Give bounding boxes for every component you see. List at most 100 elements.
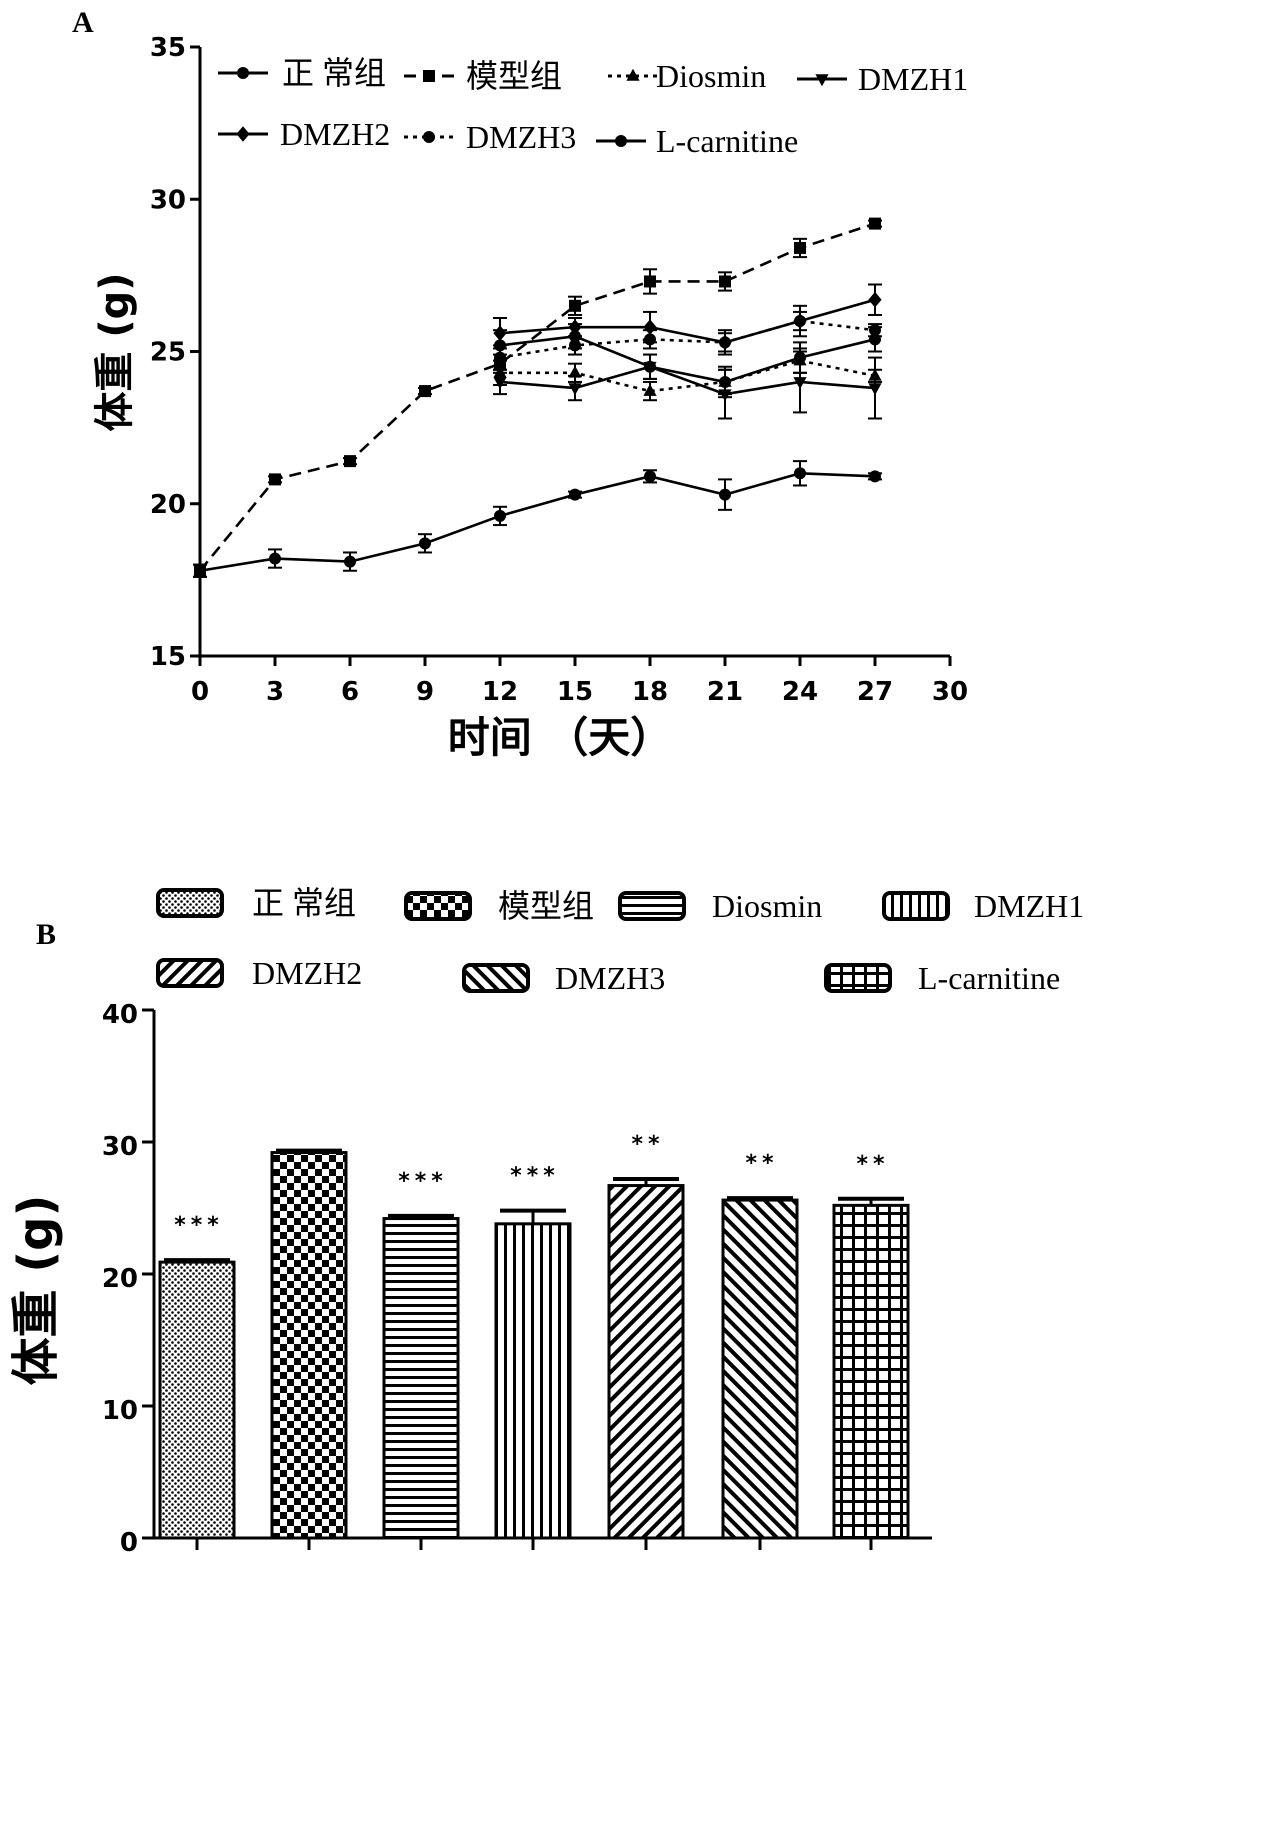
- panel-a-x-tick-label: 3: [266, 677, 284, 707]
- panel-a-x-tick-label: 24: [782, 677, 818, 707]
- panel-b-y-axis-label: 体重 (g): [8, 1195, 64, 1386]
- panel-b-y-tick-label: 0: [120, 1528, 138, 1558]
- legend-swatch: [824, 963, 892, 993]
- data-point: [794, 241, 806, 254]
- legend-entry-group: 正 常组: [218, 55, 386, 91]
- series-l-carnitine: [493, 323, 882, 399]
- panel-a-x-tick-label: 21: [707, 677, 743, 707]
- legend-label: 模型组: [466, 58, 562, 94]
- bar: [607, 1184, 685, 1540]
- panel-b-y-tick-label: 20: [102, 1264, 138, 1294]
- bar-group-diosmin: ***: [382, 1169, 460, 1550]
- legend-label: DMZH2: [280, 116, 390, 152]
- legend-swatch: [404, 891, 472, 921]
- panel-a-y-tick-label: 35: [150, 33, 186, 63]
- legend-label: 正 常组: [252, 885, 356, 921]
- data-point: [794, 351, 806, 364]
- legend-entry-dmzh1: DMZH1: [882, 888, 1084, 924]
- legend-entry-dmzh3: DMZH3: [462, 960, 665, 996]
- data-point: [719, 488, 731, 501]
- data-point: [869, 217, 881, 230]
- legend-label: L-carnitine: [656, 123, 798, 159]
- significance-label: **: [745, 1151, 778, 1176]
- data-point: [344, 455, 356, 468]
- panel-b-y-tick-label: 30: [102, 1132, 138, 1162]
- panel-a-legend: 正 常组 模型组 Diosmin DMZH1 DMZH2 DMZH3 L-carnitine: [218, 55, 968, 159]
- significance-label: ***: [398, 1169, 448, 1194]
- panel-a-letter: A: [72, 6, 94, 39]
- panel-a-y-tick-label: 15: [150, 642, 186, 672]
- panel-a-x-tick-label: 18: [632, 677, 668, 707]
- legend-entry-diosmin: Diosmin: [618, 888, 822, 924]
- bar: [721, 1198, 799, 1540]
- panel-b-letter: B: [36, 918, 56, 951]
- panel-b-y-tick-label: 10: [102, 1396, 138, 1426]
- series-dmzh1: [493, 350, 882, 420]
- legend-entry-diosmin: Diosmin: [608, 58, 766, 94]
- legend-label: Diosmin: [712, 888, 822, 924]
- legend-entry-l-carnitine: L-carnitine: [596, 123, 798, 159]
- bar: [382, 1217, 460, 1540]
- data-point: [869, 470, 881, 483]
- legend-entry-dmzh1: DMZH1: [797, 61, 968, 97]
- data-point: [494, 509, 506, 522]
- panel-a-x-axis-label: 时间 （天）: [448, 713, 673, 762]
- panel-a-x-tick-label: 12: [482, 677, 518, 707]
- panel-a-y-tick-label: 30: [150, 185, 186, 215]
- legend-swatch: [882, 891, 950, 921]
- bar-group-group: [270, 1148, 348, 1550]
- data-point: [644, 275, 656, 288]
- series-line-group: [199, 471, 876, 573]
- panel-a-x-tick-label: 15: [557, 677, 593, 707]
- series-group: [193, 217, 882, 578]
- data-point: [419, 385, 431, 398]
- legend-marker: [615, 135, 627, 147]
- panel-a-x-tick-label: 6: [341, 677, 359, 707]
- data-point: [643, 383, 657, 396]
- data-point: [269, 473, 281, 486]
- panel-b-marks: ****** ******* **: [158, 1132, 910, 1550]
- legend-marker: [423, 131, 435, 143]
- bar-group-l-carnitine: **: [832, 1152, 910, 1550]
- significance-label: **: [856, 1152, 889, 1177]
- data-point: [194, 564, 206, 577]
- bar: [832, 1203, 910, 1540]
- data-point: [568, 383, 582, 396]
- legend-marker: [237, 67, 249, 79]
- data-point: [869, 333, 881, 346]
- data-point: [719, 336, 731, 349]
- panel-a-x-tick-label: 0: [191, 677, 209, 707]
- significance-label: ***: [174, 1213, 224, 1238]
- legend-marker: [815, 74, 829, 87]
- series-group: [193, 460, 882, 578]
- panel-a-marks: [193, 217, 882, 578]
- legend-label: Diosmin: [656, 58, 766, 94]
- panel-a-x-tick-label: 27: [857, 677, 893, 707]
- bar-group-group: ***: [158, 1213, 236, 1550]
- legend-swatch: [618, 891, 686, 921]
- series-dmzh2: [493, 283, 882, 356]
- data-point: [794, 315, 806, 328]
- data-point: [719, 375, 731, 388]
- legend-label: DMZH1: [974, 888, 1084, 924]
- series-line-group: [198, 222, 876, 572]
- panel-b-legend: 正 常组 模型组 Diosmin DMZH1 DMZH2 DMZH3 L-carnitine: [156, 885, 1084, 996]
- legend-entry-l-carnitine: L-carnitine: [824, 960, 1060, 996]
- legend-label: DMZH2: [252, 955, 362, 991]
- data-point: [868, 291, 882, 308]
- significance-label: ***: [510, 1164, 560, 1189]
- series-dmzh3: [493, 310, 882, 371]
- legend-entry-dmzh3: DMZH3: [404, 119, 576, 155]
- legend-label: 模型组: [498, 888, 594, 924]
- legend-entry-dmzh2: DMZH2: [156, 955, 362, 991]
- data-point: [494, 339, 506, 352]
- legend-marker: [236, 126, 250, 142]
- bar-group-dmzh1: ***: [494, 1164, 572, 1550]
- data-point: [794, 467, 806, 480]
- data-point: [644, 333, 656, 346]
- legend-marker: [423, 70, 435, 82]
- data-point: [793, 377, 807, 390]
- data-point: [569, 488, 581, 501]
- panel-a-y-tick-label: 20: [150, 490, 186, 520]
